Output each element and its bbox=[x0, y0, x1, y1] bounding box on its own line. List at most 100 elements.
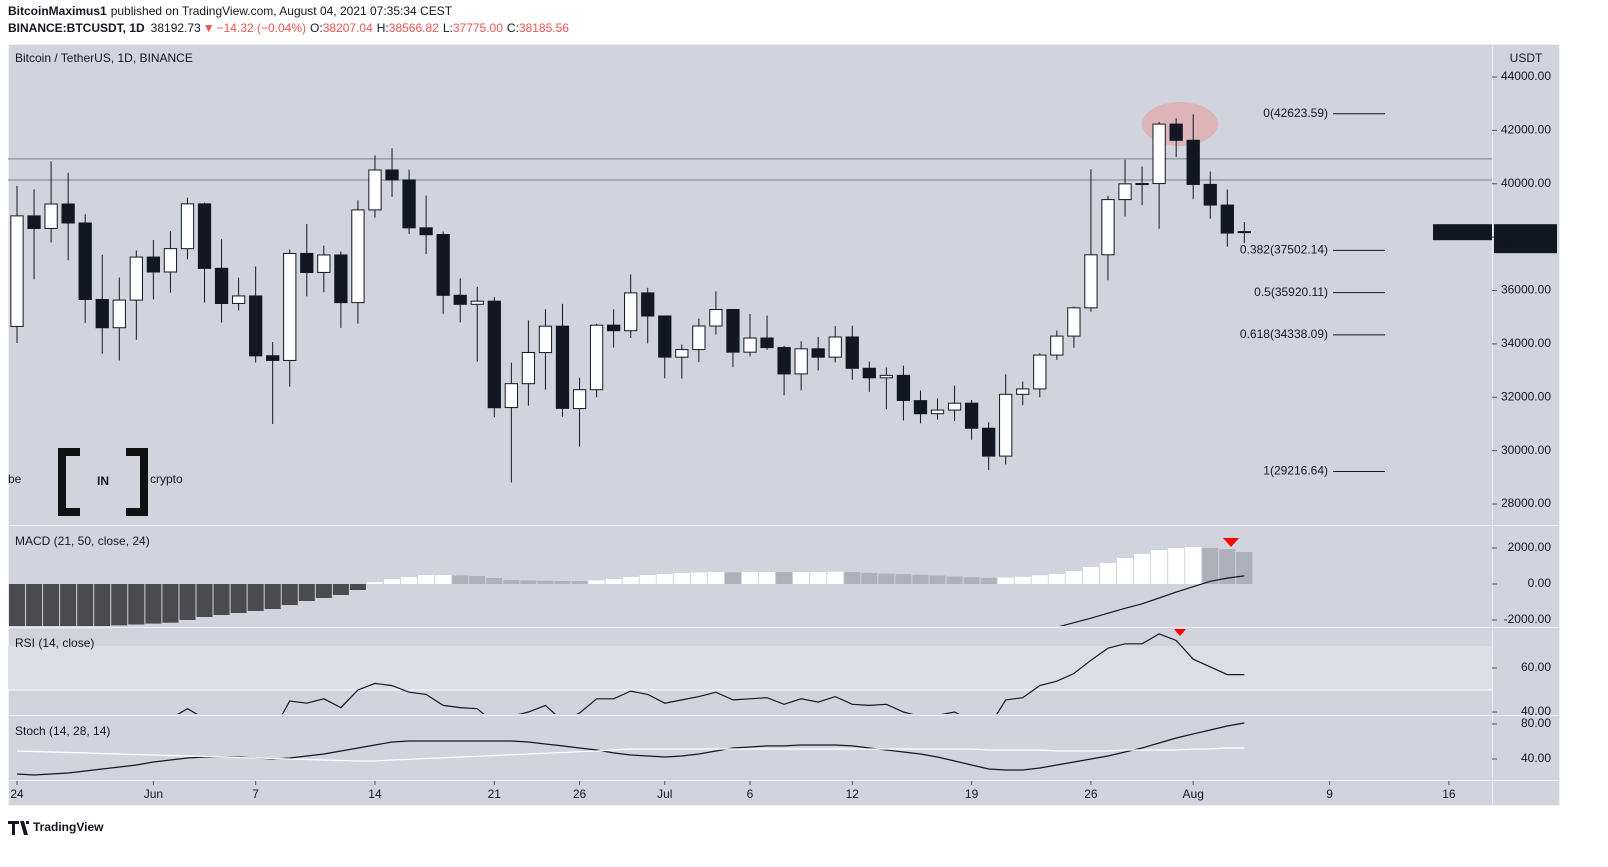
macd-histogram-bar bbox=[1065, 571, 1082, 585]
rsi-marker bbox=[1174, 629, 1186, 636]
macd-histogram-bar bbox=[77, 584, 94, 626]
macd-histogram-bar bbox=[673, 573, 690, 585]
watermark-text: IN bbox=[97, 474, 109, 488]
candle-body bbox=[794, 348, 808, 375]
x-tick-label: 12 bbox=[846, 787, 860, 801]
fib-label: 0(42623.59) bbox=[1263, 106, 1328, 120]
macd-histogram-bar bbox=[912, 574, 929, 585]
header-arrow: ▼ bbox=[203, 21, 215, 35]
candle-body bbox=[845, 336, 859, 369]
macd-histogram-bar bbox=[401, 576, 418, 585]
macd-histogram-bar bbox=[315, 584, 332, 599]
candle-body bbox=[896, 374, 911, 401]
macd-histogram-bar bbox=[622, 576, 639, 585]
fib-label: 0.382(37502.14) bbox=[1240, 243, 1328, 257]
y-tick-label: 32000.00 bbox=[1501, 389, 1551, 403]
macd-histogram-bar bbox=[60, 584, 77, 626]
candle-body bbox=[1033, 354, 1047, 390]
candle-body bbox=[453, 294, 467, 305]
macd-histogram-bar bbox=[94, 584, 111, 626]
indicator-line bbox=[177, 633, 1245, 714]
macd-histogram-bar bbox=[827, 571, 844, 585]
y-tick-label: 30000.00 bbox=[1501, 443, 1551, 457]
candle-body bbox=[641, 292, 655, 317]
macd-histogram-bar bbox=[469, 576, 486, 585]
y-tick-label: 40.00 bbox=[1521, 704, 1551, 718]
x-tick-label: Jun bbox=[144, 787, 163, 801]
candle-body bbox=[555, 325, 570, 409]
candle-body bbox=[947, 402, 962, 411]
candle-body bbox=[1101, 199, 1115, 256]
watermark-text: be bbox=[8, 472, 22, 486]
ohlc-value: 38207.04 bbox=[323, 21, 373, 35]
macd-histogram-bar bbox=[111, 584, 128, 626]
candle-body bbox=[692, 325, 706, 351]
macd-histogram-bar bbox=[776, 572, 793, 585]
macd-histogram-bar bbox=[366, 582, 383, 585]
macd-marker bbox=[1223, 538, 1239, 547]
candle-body bbox=[283, 252, 297, 361]
y-tick-label: 42000.00 bbox=[1501, 123, 1551, 137]
candle-body bbox=[862, 367, 876, 379]
ohlc-key: O: bbox=[310, 21, 323, 35]
candle-body bbox=[964, 402, 979, 429]
published: published on TradingView.com, August 04,… bbox=[111, 4, 453, 18]
x-tick-label: 16 bbox=[1442, 787, 1456, 801]
macd-histogram-bar bbox=[230, 584, 247, 614]
macd-histogram-bar bbox=[418, 575, 435, 585]
macd-histogram-bar bbox=[26, 584, 43, 626]
footer-brand: TradingView bbox=[33, 820, 104, 834]
y-tick-label: 28000.00 bbox=[1501, 496, 1551, 510]
macd-histogram-bar bbox=[435, 575, 452, 585]
candle-body bbox=[334, 254, 348, 304]
candle-body bbox=[1067, 307, 1081, 337]
macd-histogram-bar bbox=[128, 584, 145, 625]
macd-histogram-bar bbox=[264, 584, 281, 610]
candle-body bbox=[129, 256, 143, 301]
candle-body bbox=[470, 300, 484, 305]
candle-body bbox=[1203, 183, 1217, 206]
y-tick-label: 40000.00 bbox=[1501, 176, 1551, 190]
candle-body bbox=[879, 374, 894, 379]
y-tick-label: -2000.00 bbox=[1504, 612, 1552, 626]
macd-histogram-bar bbox=[247, 584, 264, 612]
macd-histogram-bar bbox=[1236, 551, 1253, 585]
candle-body bbox=[1169, 123, 1183, 141]
macd-histogram-bar bbox=[486, 578, 503, 585]
pane-title: MACD (21, 50, close, 24) bbox=[15, 534, 150, 548]
macd-histogram-bar bbox=[1082, 567, 1099, 585]
candle-body bbox=[180, 203, 195, 250]
candle-body bbox=[300, 252, 314, 273]
candle-body bbox=[521, 351, 536, 385]
macd-histogram-bar bbox=[571, 581, 588, 585]
candle-body bbox=[606, 324, 621, 332]
x-tick-label: 7 bbox=[252, 787, 259, 801]
macd-histogram-bar bbox=[452, 575, 469, 585]
candle-body bbox=[658, 315, 672, 358]
indicator-line bbox=[16, 747, 1245, 762]
candle-body bbox=[249, 295, 263, 357]
ohlc-value: 38185.56 bbox=[519, 21, 569, 35]
macd-histogram-bar bbox=[1219, 549, 1236, 585]
macd-histogram-bar bbox=[537, 580, 554, 585]
candle-body bbox=[726, 309, 740, 353]
candle-body bbox=[572, 389, 587, 410]
candle-body bbox=[163, 248, 178, 273]
macd-histogram-bar bbox=[605, 578, 622, 585]
macd-histogram-bar bbox=[1031, 575, 1048, 585]
candle-body bbox=[317, 254, 331, 273]
macd-histogram-bar bbox=[759, 571, 776, 585]
candle-body bbox=[1186, 139, 1200, 185]
indicator-line bbox=[1059, 575, 1245, 626]
x-tick-label: Jul bbox=[657, 787, 672, 801]
ohlc-value: 37775.00 bbox=[453, 21, 503, 35]
macd-histogram-bar bbox=[724, 572, 741, 585]
header-change: −14.32 (−0.04%) bbox=[217, 21, 306, 35]
candle-body bbox=[214, 267, 229, 305]
macd-histogram-bar bbox=[554, 580, 571, 585]
macd-histogram-bar bbox=[43, 584, 60, 626]
candle-body bbox=[1220, 204, 1234, 234]
candle-body bbox=[61, 203, 75, 224]
